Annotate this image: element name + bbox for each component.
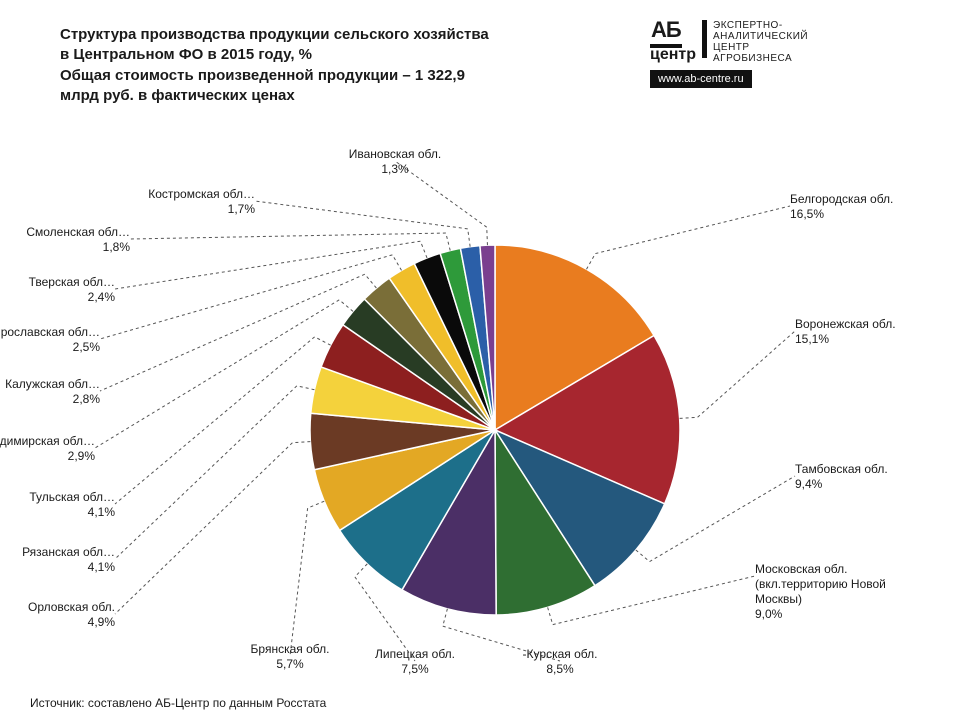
slice-label: Ярославская обл…2,5% — [0, 325, 100, 355]
slice-label: -Курская обл.8,5% — [500, 647, 620, 677]
source-note: Источник: составлено АБ-Центр по данным … — [30, 696, 326, 710]
slice-label: Орловская обл.4,9% — [28, 600, 115, 630]
slice-label: Рязанская обл…4,1% — [22, 545, 115, 575]
slice-label: Брянская обл.5,7% — [230, 642, 350, 672]
slice-label: Тверская обл…2,4% — [29, 275, 115, 305]
slice-label: Ивановская обл.1,3% — [335, 147, 455, 177]
slice-label: Тульская обл…4,1% — [29, 490, 115, 520]
slice-label: Смоленская обл…1,8% — [26, 225, 130, 255]
slice-label: Белгородская обл.16,5% — [790, 192, 893, 222]
slice-label: Воронежская обл.15,1% — [795, 317, 896, 347]
slice-label: Владимирская обл…2,9% — [0, 434, 95, 464]
slice-label: Липецкая обл.7,5% — [355, 647, 475, 677]
slice-label: Костромская обл…1,7% — [148, 187, 255, 217]
slice-label: Московская обл.(вкл.территорию НовойМоск… — [755, 562, 886, 622]
slice-label: Тамбовская обл.9,4% — [795, 462, 888, 492]
slice-label: Калужская обл…2,8% — [5, 377, 100, 407]
